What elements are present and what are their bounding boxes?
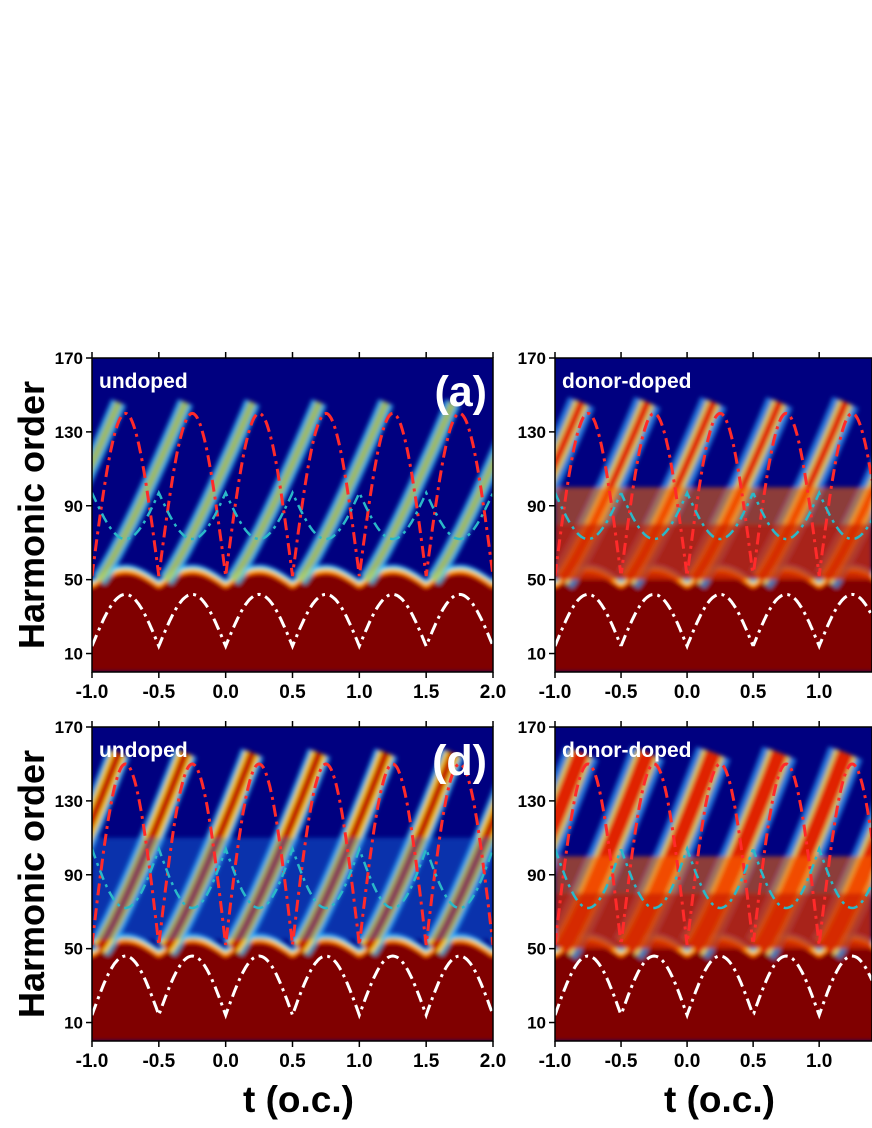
x-tick-label: 1.0	[806, 682, 832, 703]
plateau-core	[92, 943, 493, 1041]
y-tick-label: 170	[518, 349, 546, 368]
streak-core	[555, 400, 586, 474]
low-curve	[555, 954, 872, 1020]
x-tick-label: 1.5	[413, 682, 440, 703]
inset-label: donor-doped	[562, 370, 691, 393]
x-tick-label: 0.5	[279, 1051, 306, 1072]
mid-curve	[92, 489, 493, 541]
plateau-core	[555, 943, 872, 1041]
y-tick-label: 10	[64, 1014, 83, 1033]
plateau-core	[555, 574, 872, 672]
heatmap-intensity	[92, 748, 493, 1041]
plateau-core	[92, 574, 493, 672]
x-tick-label: 0.0	[212, 1051, 238, 1072]
mid-curve	[555, 489, 872, 541]
y-tick-label: 50	[527, 571, 546, 590]
y-tick-label: 90	[64, 497, 83, 516]
y-tick-label: 130	[55, 423, 83, 442]
x-tick-label: 1.0	[346, 682, 372, 703]
heatmap-intensity	[555, 746, 872, 1041]
panel-tag: (a)	[434, 368, 487, 416]
x-tick-label: 0.5	[740, 1051, 767, 1072]
overlay-curves	[555, 411, 872, 651]
low-curve	[555, 592, 872, 651]
heatmap-intensity	[555, 396, 872, 672]
y-tick-label: 90	[64, 866, 83, 885]
x-tick-label: 0.0	[212, 682, 238, 703]
cutoff-curve	[92, 762, 493, 946]
x-tick-label: -1.0	[76, 682, 109, 703]
x-tick-label: -1.0	[539, 682, 572, 703]
streak-mid	[92, 400, 123, 474]
heatmap-intensity	[92, 399, 493, 672]
plot-frame	[554, 726, 872, 1042]
streak-core	[555, 750, 589, 842]
y-tick-label: 170	[55, 349, 83, 368]
inset-label: donor-doped	[562, 739, 691, 762]
streak-mid	[296, 400, 390, 583]
x-tick-label: 1.0	[806, 1051, 832, 1072]
x-tick-label: -0.5	[142, 1051, 175, 1072]
streak-mid	[162, 400, 257, 583]
low-curve	[92, 592, 493, 651]
inset-label: undoped	[99, 739, 188, 762]
x-tick-label: 1.5	[413, 1051, 440, 1072]
y-axis-title: Harmonic order	[11, 381, 52, 649]
inset-label: undoped	[99, 370, 188, 393]
doped-band-core	[555, 893, 872, 949]
y-tick-label: 130	[518, 423, 546, 442]
x-tick-label: -0.5	[605, 682, 638, 703]
x-axis-title: t (o.c.)	[243, 1079, 354, 1120]
x-tick-label: 0.0	[674, 682, 700, 703]
x-tick-label: -1.0	[76, 1051, 109, 1072]
y-tick-label: 130	[55, 792, 83, 811]
cutoff-curve	[555, 762, 872, 946]
chart-panel-3: 10 50 90 130 170 -1.0 -0.5 0.0 0.5 1.0 donor-doped…	[518, 718, 872, 1120]
x-tick-label: 0.5	[279, 682, 306, 703]
chart-panel-1: 10 50 90 130 170 -1.0 -0.5 0.0 0.5 1.0 donor-doped	[518, 349, 872, 703]
x-tick-label: 2.0	[480, 1051, 506, 1072]
streak-mid	[429, 453, 493, 583]
overlay-curves	[92, 411, 493, 651]
y-tick-label: 10	[527, 1014, 546, 1033]
chart-panel-2: 10 50 90 130 170 -1.0 -0.5 0.0 0.5 1.0 1.5 2.0 undop…	[11, 718, 506, 1120]
y-tick-label: 50	[64, 940, 83, 959]
streak-mid	[95, 400, 190, 583]
y-axis-title: Harmonic order	[11, 750, 52, 1018]
x-tick-label: -1.0	[539, 1051, 572, 1072]
x-tick-label: 1.0	[346, 1051, 372, 1072]
chart-panel-0: 10 50 90 130 170 -1.0 -0.5 0.0 0.5 1.0 1.5 2.0 undop…	[11, 349, 506, 703]
mid-curve	[92, 845, 493, 910]
y-tick-label: 90	[527, 866, 546, 885]
panel-tag: (d)	[432, 737, 487, 785]
y-tick-label: 50	[64, 571, 83, 590]
streak-core	[92, 751, 123, 831]
mid-curve	[555, 845, 872, 910]
diffuse-band	[92, 837, 493, 940]
cutoff-curve	[92, 411, 493, 577]
y-tick-label: 10	[64, 645, 83, 664]
overlay-curves	[92, 762, 493, 1020]
x-tick-label: -0.5	[605, 1051, 638, 1072]
x-axis-title: t (o.c.)	[664, 1079, 775, 1120]
low-curve	[92, 954, 493, 1020]
overlay-curves	[555, 762, 872, 1020]
y-tick-label: 90	[527, 497, 546, 516]
plot-frame	[554, 357, 872, 673]
y-tick-label: 130	[518, 792, 546, 811]
x-tick-label: 2.0	[480, 682, 506, 703]
x-tick-label: 0.5	[740, 682, 767, 703]
doped-band-core	[555, 524, 872, 580]
y-tick-label: 170	[55, 718, 83, 737]
x-tick-label: 0.0	[674, 1051, 700, 1072]
streak-mid	[229, 400, 323, 583]
streak-mid	[362, 400, 457, 583]
x-tick-label: -0.5	[142, 682, 175, 703]
cutoff-curve	[555, 411, 872, 577]
y-tick-label: 170	[518, 718, 546, 737]
y-tick-label: 10	[527, 645, 546, 664]
y-tick-label: 50	[527, 940, 546, 959]
